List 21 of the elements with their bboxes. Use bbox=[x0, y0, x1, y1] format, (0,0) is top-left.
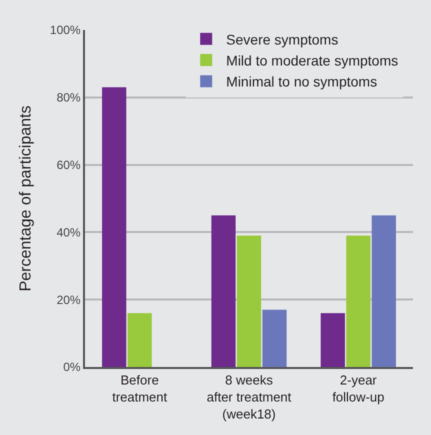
legend-label: Minimal to no symptoms bbox=[226, 74, 378, 90]
y-tick-label: 100% bbox=[50, 23, 81, 38]
bar bbox=[372, 215, 396, 367]
y-tick-label: 60% bbox=[56, 158, 81, 172]
y-tick-label: 80% bbox=[56, 90, 81, 105]
bar bbox=[320, 313, 345, 367]
y-tick-label: 40% bbox=[56, 225, 81, 240]
x-tick-label: 8 weeks after treatment (week18) bbox=[206, 372, 292, 422]
bar bbox=[211, 215, 236, 367]
bar bbox=[102, 87, 126, 367]
bar bbox=[262, 310, 287, 367]
bar bbox=[346, 236, 370, 367]
legend-label: Mild to moderate symptoms bbox=[226, 52, 398, 69]
y-axis-title: Percentage of participants bbox=[17, 106, 34, 292]
x-tick-label: 2-year follow-up bbox=[332, 372, 384, 404]
bar bbox=[236, 236, 262, 367]
legend-label: Severe symptoms bbox=[226, 31, 338, 48]
x-tick-label: Before treatment bbox=[112, 372, 168, 404]
y-tick-label: 20% bbox=[56, 292, 81, 307]
bar bbox=[128, 313, 152, 367]
y-tick-label: 0% bbox=[63, 360, 81, 374]
